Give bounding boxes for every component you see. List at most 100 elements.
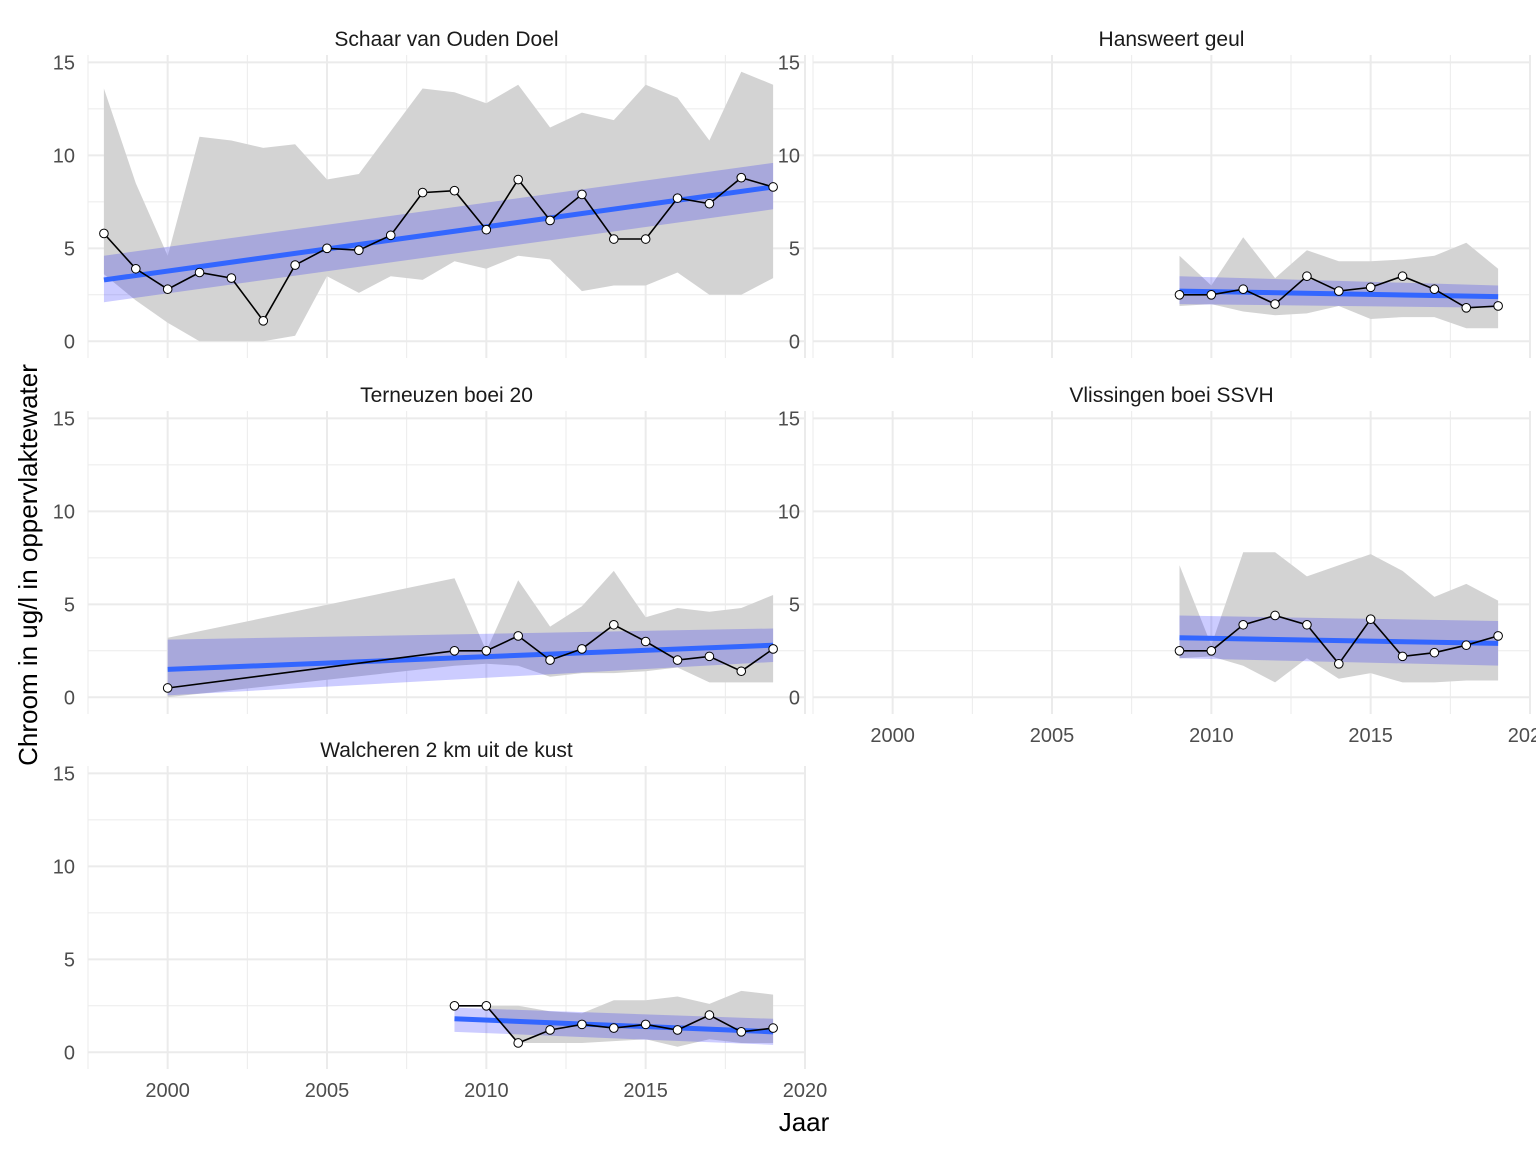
x-tick-label: 2015 (1348, 725, 1393, 747)
data-point (1397, 271, 1408, 282)
data-point (162, 284, 173, 295)
y-tick-label: 10 (53, 145, 75, 167)
data-point (226, 273, 237, 283)
data-point (290, 260, 300, 270)
data-point (1206, 645, 1217, 656)
y-tick-label: 0 (789, 687, 800, 709)
y-tick-label: 10 (53, 501, 75, 523)
data-point (609, 234, 619, 244)
range-band (103, 71, 774, 342)
data-point (513, 631, 524, 641)
data-point (131, 263, 141, 274)
data-point (1174, 289, 1185, 300)
data-point (545, 1025, 555, 1035)
x-tick-label: 2010 (1189, 725, 1234, 747)
data-point (513, 1038, 524, 1048)
data-point (99, 228, 109, 239)
data-point (1365, 282, 1376, 293)
panel-5: Walcheren 2 km uit de kust 0 5 10 15 2000 2005… (53, 739, 828, 1102)
y-tick-label: 0 (64, 1042, 75, 1064)
data-point (609, 1023, 619, 1033)
panel-4: Vlissingen boei SSVH 0 5 10 15 2000 2005 2010 20… (778, 384, 1536, 747)
data-point (354, 245, 364, 255)
x-tick-label: 2005 (305, 1080, 350, 1102)
y-tick-label: 10 (778, 145, 800, 167)
y-tick-label: 10 (778, 501, 800, 523)
data-point (640, 636, 651, 647)
data-point (672, 655, 683, 665)
data-point (322, 243, 332, 254)
data-point (1493, 631, 1503, 641)
range-band (454, 990, 774, 1047)
data-point (577, 1019, 587, 1030)
data-point (1461, 303, 1472, 313)
trend-line (167, 642, 774, 672)
y-tick-label: 15 (53, 52, 75, 74)
data-point (704, 1010, 715, 1020)
trend-line (1179, 635, 1499, 646)
y-tick-label: 5 (64, 238, 75, 260)
data-point (1302, 619, 1312, 630)
y-tick-label: 15 (53, 763, 75, 785)
data-point (545, 655, 555, 665)
data-point (162, 683, 173, 693)
range-band (1179, 237, 1499, 329)
trend-line (103, 184, 774, 283)
y-tick-label: 5 (789, 594, 800, 616)
panel-2: Hansweert geul 0 5 10 15 (778, 28, 1531, 358)
data-point (1334, 286, 1344, 296)
y-tick-label: 15 (53, 408, 75, 430)
data-point (672, 193, 683, 203)
data-point (609, 619, 619, 630)
data-point (1365, 614, 1376, 624)
data-point (1334, 659, 1344, 669)
y-tick-label: 5 (64, 949, 75, 971)
y-tick-label: 10 (53, 856, 75, 878)
data-point (577, 189, 587, 200)
data-point (1429, 284, 1440, 295)
trend-confidence-band (167, 628, 774, 696)
x-axis-title: Jaar (779, 1107, 830, 1137)
data-point (1238, 619, 1248, 630)
data-point (704, 198, 715, 209)
panel-title: Vlissingen boei SSVH (1069, 384, 1273, 407)
data-point (640, 234, 651, 244)
x-tick-label: 2020 (783, 1080, 828, 1102)
data-point (449, 1000, 460, 1011)
data-point (1174, 645, 1185, 656)
panel-title: Walcheren 2 km uit de kust (320, 739, 573, 762)
data-point (385, 230, 396, 241)
panel-title: Terneuzen boei 20 (360, 384, 533, 407)
x-tick-label: 2000 (145, 1080, 190, 1102)
data-point (258, 316, 269, 326)
x-tick-label: 2005 (1030, 725, 1075, 747)
data-point (481, 224, 492, 235)
data-point (736, 1027, 747, 1037)
data-point (449, 185, 460, 196)
panel-3: Terneuzen boei 20 0 5 10 15 (53, 384, 806, 714)
y-tick-label: 0 (64, 687, 75, 709)
data-point (736, 172, 747, 183)
data-point (545, 215, 555, 226)
panel-1: Schaar van Ouden Doel 0 5 10 15 (53, 28, 806, 358)
data-point (1429, 647, 1440, 658)
y-axis-title: Chroom in ug/l in oppervlaktewater (13, 364, 43, 766)
data-point (768, 644, 778, 654)
y-tick-label: 5 (64, 594, 75, 616)
data-point (481, 645, 492, 656)
data-point (194, 267, 205, 278)
data-point (449, 645, 460, 656)
panel-title: Schaar van Ouden Doel (334, 28, 558, 51)
x-tick-label: 2000 (870, 725, 915, 747)
data-point (768, 1023, 778, 1033)
data-point (1238, 284, 1248, 295)
data-point (577, 644, 587, 654)
data-point (481, 1000, 492, 1011)
data-point (672, 1025, 683, 1035)
y-tick-label: 5 (789, 238, 800, 260)
y-tick-label: 15 (778, 52, 800, 74)
data-point (513, 174, 524, 185)
x-tick-label: 2015 (623, 1080, 668, 1102)
data-point (1302, 271, 1312, 282)
